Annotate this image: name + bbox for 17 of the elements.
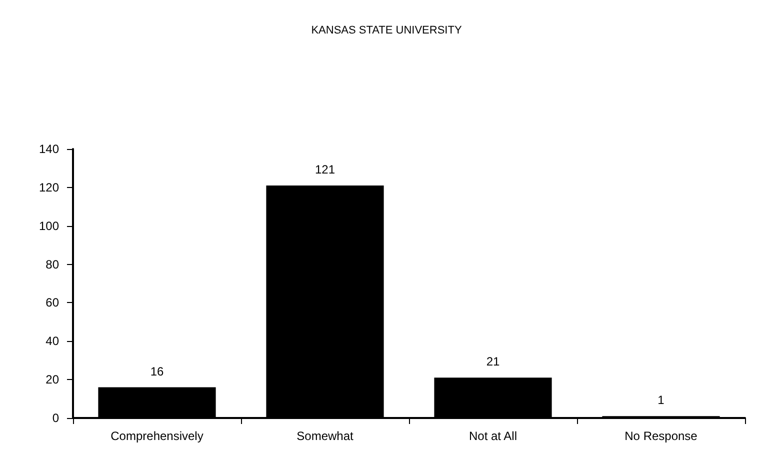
data-label: 16 <box>150 364 164 378</box>
data-label: 1 <box>658 393 665 408</box>
chart-title: KANSAS STATE UNIVERSITY <box>311 24 462 36</box>
data-label: 21 <box>486 354 500 369</box>
x-tick-label: Comprehensively <box>110 429 204 443</box>
y-tick-label: 100 <box>38 218 60 233</box>
y-tick-label: 140 <box>38 142 60 156</box>
y-tick-label: 120 <box>38 180 60 194</box>
y-tick-label: 0 <box>52 411 60 425</box>
x-tick-label: Somewhat <box>296 429 354 443</box>
x-tick-label: No Response <box>624 429 698 443</box>
y-tick-label: 60 <box>46 296 60 310</box>
x-tick-label: Not at All <box>468 429 518 443</box>
data-label: 121 <box>314 162 336 177</box>
y-tick-label: 80 <box>46 257 60 272</box>
y-tick-label: 20 <box>46 372 60 387</box>
y-tick-label: 40 <box>46 334 60 348</box>
